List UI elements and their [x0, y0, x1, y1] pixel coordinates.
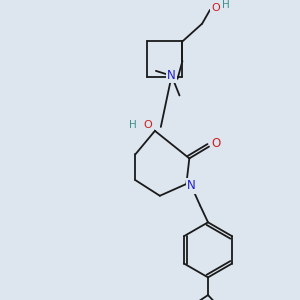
Text: O: O [212, 3, 220, 13]
Text: N: N [187, 179, 196, 192]
Text: O: O [144, 120, 152, 130]
Text: O: O [211, 137, 220, 150]
Text: H: H [130, 120, 137, 130]
Text: N: N [167, 69, 176, 82]
Text: H: H [222, 0, 230, 10]
